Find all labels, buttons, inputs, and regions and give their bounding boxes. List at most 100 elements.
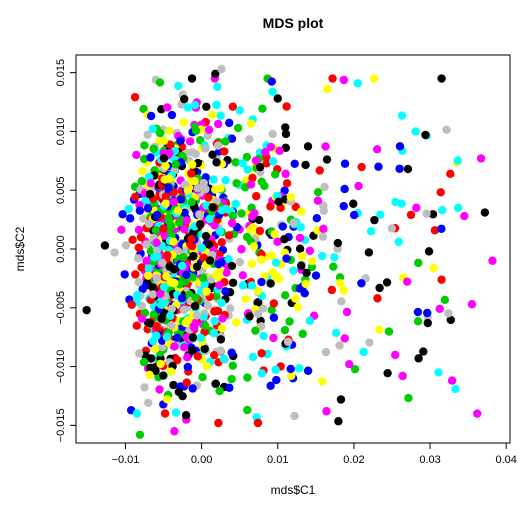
data-point — [148, 290, 158, 299]
data-point — [144, 264, 154, 273]
data-point — [250, 209, 259, 218]
data-point — [340, 334, 349, 343]
data-point — [232, 178, 241, 188]
data-point — [375, 283, 384, 293]
data-point — [190, 301, 200, 311]
data-point — [180, 208, 189, 217]
data-point — [164, 183, 173, 193]
data-point — [437, 74, 446, 83]
data-point — [205, 214, 214, 224]
data-point — [376, 210, 385, 219]
data-point — [200, 327, 209, 337]
data-point — [211, 69, 220, 79]
data-point — [211, 379, 220, 388]
data-point — [183, 362, 193, 372]
data-point — [281, 291, 290, 300]
data-point — [227, 134, 237, 143]
data-point — [307, 256, 317, 266]
data-point — [364, 248, 374, 257]
data-point — [208, 203, 217, 212]
data-point — [133, 254, 143, 263]
data-point — [139, 214, 148, 223]
data-point — [155, 128, 165, 138]
data-point — [219, 354, 229, 363]
y-tick-label: 0.015 — [55, 59, 67, 87]
data-point — [215, 386, 224, 396]
data-point — [429, 263, 438, 273]
data-point — [182, 216, 191, 225]
data-point — [272, 273, 281, 282]
data-point — [189, 251, 198, 261]
data-point — [187, 74, 197, 83]
data-point — [134, 243, 143, 252]
data-point — [261, 147, 270, 157]
data-point — [274, 197, 283, 207]
data-point — [286, 364, 295, 374]
data-point — [349, 199, 358, 208]
data-point — [131, 270, 140, 279]
data-point — [158, 258, 167, 268]
data-point — [247, 281, 257, 290]
data-point — [216, 111, 225, 120]
data-point — [372, 145, 382, 154]
data-point — [187, 197, 196, 207]
data-point — [257, 177, 266, 186]
data-point — [187, 346, 197, 355]
data-point — [423, 318, 432, 328]
data-point — [170, 427, 179, 436]
data-point — [231, 199, 240, 209]
data-point — [152, 210, 162, 220]
data-point — [179, 224, 189, 234]
data-point — [289, 218, 298, 227]
data-point — [297, 207, 306, 216]
data-point — [246, 180, 256, 189]
data-point — [134, 278, 143, 287]
data-point — [210, 316, 219, 326]
data-point — [212, 291, 221, 301]
data-point — [335, 273, 345, 282]
data-point — [231, 158, 240, 167]
data-point — [302, 268, 311, 278]
data-point — [290, 411, 299, 421]
data-point — [370, 215, 379, 225]
data-point — [267, 77, 276, 86]
data-point — [241, 294, 250, 304]
y-axis-label: mds$C2 — [13, 226, 27, 271]
data-point — [201, 184, 210, 194]
data-point — [269, 313, 279, 322]
data-point — [177, 261, 187, 271]
data-point — [305, 316, 315, 325]
data-point — [173, 206, 183, 215]
data-point — [257, 369, 266, 378]
data-point — [187, 169, 196, 178]
data-point — [165, 262, 174, 271]
y-tick-label: −0.005 — [55, 291, 67, 325]
data-point — [143, 130, 152, 139]
data-point — [271, 170, 280, 179]
data-point — [305, 246, 315, 256]
data-point — [296, 261, 306, 270]
data-point — [144, 219, 154, 228]
data-point — [204, 240, 214, 249]
data-point — [289, 266, 298, 275]
data-point — [257, 277, 266, 287]
data-point — [321, 142, 330, 151]
data-point — [269, 333, 278, 343]
data-point — [238, 271, 248, 280]
data-point — [329, 262, 338, 271]
data-point — [295, 284, 304, 293]
data-point — [233, 123, 243, 133]
data-point — [195, 220, 205, 229]
data-point — [323, 84, 332, 94]
data-point — [298, 252, 307, 261]
data-point — [143, 271, 153, 280]
data-point — [286, 371, 296, 381]
data-point — [159, 224, 168, 233]
data-point — [130, 92, 140, 102]
data-point — [444, 309, 453, 318]
data-point — [151, 226, 161, 235]
data-point — [438, 206, 447, 215]
data-point — [291, 202, 300, 212]
data-point — [290, 159, 299, 168]
data-point — [435, 304, 444, 314]
